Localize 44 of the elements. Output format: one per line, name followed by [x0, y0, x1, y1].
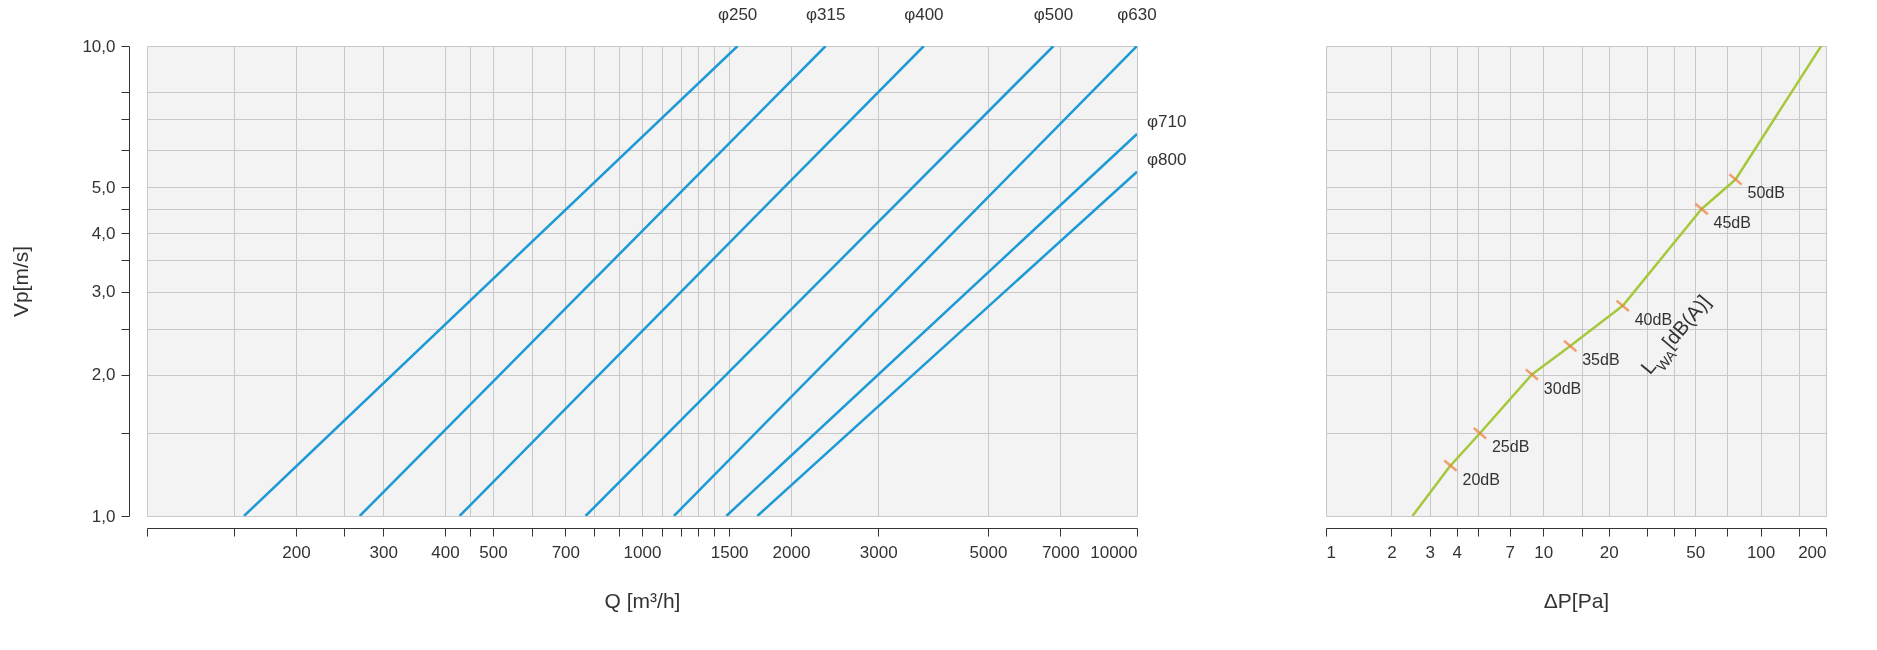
x-tick-label: 4	[1452, 542, 1463, 562]
series-label: φ630	[1117, 5, 1157, 24]
annotation: 45dB	[1713, 213, 1751, 231]
annotation: 50dB	[1747, 184, 1785, 202]
x-tick-label: 2	[1387, 542, 1397, 562]
x-tick-label: 200	[282, 542, 311, 562]
x-tick-label: 1000	[623, 542, 662, 562]
series-label: φ400	[904, 5, 944, 24]
x-tick-label: 50	[1686, 542, 1706, 562]
annotation: 30dB	[1543, 379, 1582, 397]
series-label: φ315	[805, 5, 846, 24]
x-tick-label: 10	[1534, 542, 1554, 562]
annotation: 35dB	[1582, 350, 1620, 368]
series-label: φ800	[1147, 149, 1187, 169]
y-tick-label: 1,0	[91, 506, 116, 526]
x-tick-label: 3	[1425, 542, 1435, 562]
x-tick-label: 300	[369, 542, 398, 562]
y-axis-title: Vp[m/s]	[9, 245, 33, 318]
x-tick-label: 5000	[969, 542, 1008, 562]
y-tick-label: 10,0	[82, 36, 116, 56]
annotation: 25dB	[1491, 438, 1530, 456]
x-tick-label: 500	[479, 542, 508, 562]
x-tick-label: 1	[1326, 542, 1336, 562]
x-tick-label: 7000	[1041, 542, 1080, 562]
x-tick-label: 700	[551, 542, 581, 562]
y-tick-label: 5,0	[91, 177, 116, 197]
x-tick-label: 3000	[859, 542, 898, 562]
x-tick-label: 10000	[1090, 542, 1138, 562]
x-tick-label: 2000	[772, 542, 811, 562]
y-tick-label: 3,0	[91, 282, 116, 302]
series-label: φ500	[1033, 5, 1074, 24]
annotation: 20dB	[1462, 470, 1500, 488]
x-tick-label: 200	[1798, 542, 1827, 562]
x-tick-label: 7	[1505, 542, 1515, 562]
y-tick-label: 2,0	[91, 365, 116, 385]
series-label: φ250	[717, 5, 758, 24]
x-axis-title: Q [m³/h]	[604, 588, 681, 612]
x-tick-label: 20	[1599, 542, 1619, 562]
y-tick-label: 4,0	[91, 223, 116, 243]
x-tick-label: 100	[1746, 542, 1776, 562]
x-tick-label: 400	[431, 542, 460, 562]
series-label: φ710	[1147, 111, 1187, 131]
x-axis-title: ΔP[Pa]	[1543, 588, 1610, 612]
x-tick-label: 1500	[710, 542, 749, 562]
